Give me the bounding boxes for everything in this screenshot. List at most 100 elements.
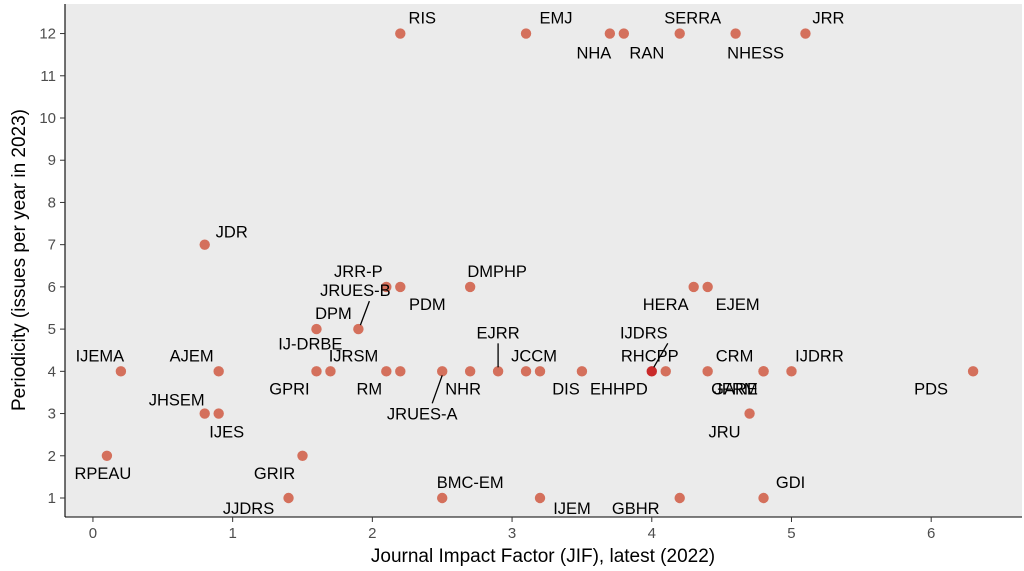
y-tick-label: 1	[48, 490, 56, 507]
point-dis	[534, 366, 546, 377]
point-serra	[674, 28, 685, 39]
x-tick-label: 3	[508, 525, 516, 542]
x-tick-label: 0	[89, 525, 97, 542]
point-label-rm: RM	[356, 380, 382, 398]
point-label-rhcpp: RHCPP	[621, 347, 679, 365]
point-label-jru: JRU	[709, 424, 741, 442]
point-ejrr	[492, 366, 504, 377]
point-hera	[688, 281, 699, 293]
point-label-ij-drbe: IJ-DRBE	[278, 335, 342, 353]
y-tick-label: 6	[48, 279, 56, 296]
point-label-jfrm: JFRM	[714, 380, 758, 398]
point-label-gbhr: GBHR	[612, 500, 660, 518]
point-ran	[618, 28, 630, 39]
y-tick-label: 11	[40, 68, 56, 85]
point-jrr	[800, 28, 811, 39]
point-label-bmc-em: BMC-EM	[437, 474, 504, 492]
point-label-gdi: GDI	[776, 474, 805, 492]
y-tick-label: 2	[48, 448, 56, 465]
point-label-ris: RIS	[409, 10, 437, 28]
point-jccm	[520, 366, 532, 377]
point-bmc-em	[437, 492, 448, 504]
point-ijem	[534, 492, 546, 504]
point-rhcpp	[660, 366, 671, 377]
x-tick-label: 2	[368, 525, 376, 542]
point-label-grir: GRIR	[254, 465, 295, 483]
point-dmphp	[464, 281, 476, 293]
point-label-jrues-b: JRUES-B	[320, 282, 391, 300]
point-label-rpeau: RPEAU	[74, 465, 131, 483]
point-label-serra: SERRA	[664, 10, 721, 28]
point-label-ijema: IJEMA	[76, 347, 125, 365]
point-label-ijrsm: IJRSM	[329, 347, 379, 365]
points-layer	[101, 28, 979, 504]
point-label-jrr-p: JRR-P	[334, 263, 383, 281]
y-tick-label: 3	[48, 406, 56, 423]
point-label-jrues-a: JRUES-A	[387, 405, 458, 423]
point-dpm	[311, 323, 322, 335]
point-gpri	[311, 366, 322, 377]
point-ajem	[213, 366, 224, 377]
point-jhsem	[199, 408, 210, 419]
leader-line-jrues-b	[359, 300, 370, 326]
point-label-pds: PDS	[914, 380, 948, 398]
point-label-jrr: JRR	[812, 10, 844, 28]
y-tick-label: 7	[48, 237, 56, 254]
y-axis-title: Periodicity (issues per year in 2023)	[9, 109, 30, 411]
point-ehhpd	[576, 366, 588, 377]
point-nha	[604, 28, 616, 39]
point-nhr	[464, 366, 476, 377]
plot-panel	[65, 4, 1022, 517]
point-label-jjdrs: JJDRS	[223, 500, 274, 518]
point-jfrm	[702, 366, 713, 377]
point-ij-drbe	[395, 366, 406, 377]
point-jrues-a	[437, 366, 448, 377]
point-label-dmphp: DMPHP	[467, 263, 527, 281]
point-label-hera: HERA	[643, 296, 689, 314]
y-tick-label: 4	[48, 363, 56, 380]
x-tick-label: 1	[228, 525, 236, 542]
point-jjdrs	[283, 492, 294, 504]
point-rm	[381, 366, 392, 377]
point-label-emj: EMJ	[540, 10, 573, 28]
point-label-ijdrr: IJDRR	[795, 347, 844, 365]
y-tick-label: 9	[48, 152, 56, 169]
point-label-nhess: NHESS	[727, 45, 784, 63]
y-tick-label: 8	[48, 194, 56, 211]
point-label-ijem: IJEM	[553, 500, 591, 518]
leader-line-jrues-a	[431, 375, 443, 404]
leader-line-ijdrs	[653, 343, 669, 368]
leader-lines	[359, 300, 669, 404]
point-label-nhr: NHR	[445, 380, 481, 398]
point-gdi	[758, 492, 769, 504]
x-axis-title: Journal Impact Factor (JIF), latest (202…	[371, 546, 715, 567]
point-label-ehhpd: EHHPD	[590, 380, 648, 398]
point-jrues-b	[353, 323, 364, 335]
point-ejem	[702, 281, 713, 293]
point-label-ijdrs: IJDRS	[620, 324, 668, 342]
point-pdm	[395, 281, 406, 293]
point-label-dpm: DPM	[315, 305, 352, 323]
point-label-ejrr: EJRR	[477, 324, 520, 342]
y-tick-label: 12	[39, 26, 56, 43]
point-rpeau	[101, 450, 113, 461]
point-label-dis: DIS	[552, 380, 580, 398]
point-label-ran: RAN	[629, 45, 664, 63]
point-ris	[395, 28, 406, 39]
point-gbhr	[674, 492, 685, 504]
point-label-ajem: AJEM	[170, 347, 214, 365]
point-nhess	[730, 28, 741, 39]
x-tick-label: 4	[648, 525, 656, 542]
point-jdr	[199, 239, 210, 250]
point-label-jccm: JCCM	[511, 347, 557, 365]
y-tick-label: 5	[48, 321, 56, 338]
point-ijrsm	[325, 366, 336, 377]
point-label-jdr: JDR	[216, 224, 248, 242]
point-grir	[297, 450, 308, 461]
point-gare	[758, 366, 769, 377]
point-emj	[520, 28, 532, 39]
point-ijes	[213, 408, 224, 419]
